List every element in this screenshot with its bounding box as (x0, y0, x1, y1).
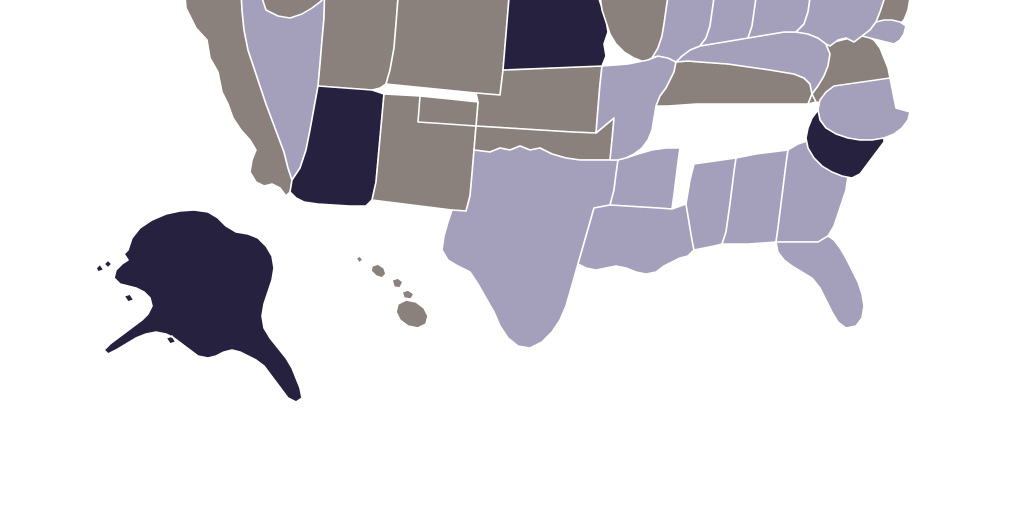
state-idaho[interactable]: Idaho (253, 0, 336, 19)
state-ohio[interactable]: Ohio (747, 0, 814, 39)
state-arkansas[interactable]: Arkansas (609, 147, 681, 210)
state-indiana[interactable]: Indiana (699, 0, 760, 47)
state-delaware[interactable]: Delaware (903, 13, 915, 37)
state-texas[interactable]: Texas (441, 145, 619, 349)
state-alaska[interactable]: Alaska (95, 209, 303, 403)
state-maryland[interactable]: Maryland (861, 19, 907, 45)
state-hawaii[interactable]: Hawaii (355, 255, 429, 329)
state-south-carolina[interactable]: South Carolina (805, 109, 885, 179)
state-louisiana[interactable]: Louisiana (577, 203, 695, 275)
state-colorado[interactable]: Colorado (385, 0, 510, 96)
state-nebraska[interactable]: Nebraska (502, 0, 609, 71)
state-oklahoma[interactable]: Oklahoma (417, 95, 479, 127)
state-florida[interactable]: Florida (775, 235, 865, 329)
state-pennsylvania[interactable]: Pennsylvania (795, 0, 892, 47)
states-layer: CaliforniaNevadaIdahoUtahArizonaNew Mexi… (95, 0, 915, 403)
state-missouri[interactable]: Missouri (595, 55, 677, 161)
